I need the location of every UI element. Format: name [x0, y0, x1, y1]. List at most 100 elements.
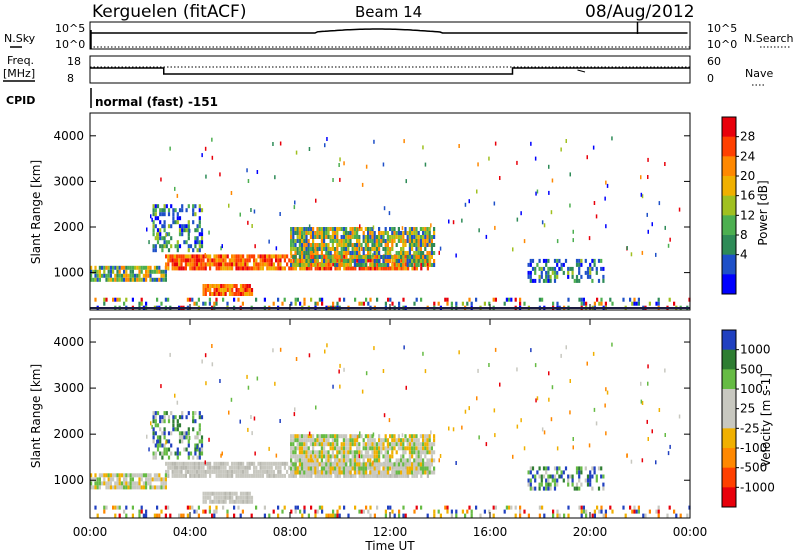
power-cell	[547, 278, 550, 283]
velocity-ylabel: Slant Range [km]	[29, 364, 43, 468]
power-cell	[475, 297, 478, 302]
velocity-cell	[182, 461, 185, 466]
power-cell	[362, 235, 365, 239]
velocity-cell	[569, 474, 572, 479]
power-cell	[198, 208, 201, 213]
velocity-cell	[397, 438, 400, 443]
power-cell	[296, 259, 299, 263]
power-cell	[384, 239, 387, 243]
velocity-cell	[415, 462, 418, 467]
power-cell	[338, 251, 341, 255]
power-cell	[384, 301, 387, 306]
velocity-cell	[299, 473, 302, 478]
power-cell	[426, 262, 429, 267]
velocity-cell	[375, 446, 378, 451]
velocity-cell	[159, 439, 162, 444]
velocity-cell	[169, 461, 172, 466]
power-cell	[107, 265, 110, 270]
power-cell	[183, 228, 186, 233]
power-cell	[248, 266, 251, 271]
power-cell	[365, 266, 368, 271]
power-speckle	[565, 139, 567, 143]
power-cell	[194, 240, 197, 245]
velocity-cell	[152, 431, 155, 436]
power-cell	[397, 227, 400, 231]
velocity-cell	[589, 474, 592, 479]
power-cell	[529, 262, 532, 267]
velocity-cell	[624, 513, 627, 518]
velocity-cell	[296, 458, 299, 463]
velocity-cell	[224, 465, 227, 470]
power-cell	[178, 208, 182, 213]
velocity-cell	[153, 485, 156, 490]
velocity-cell	[552, 513, 555, 518]
velocity-cell	[376, 469, 379, 474]
power-cell	[424, 231, 427, 235]
power-cell	[189, 297, 192, 302]
velocity-cell	[161, 431, 164, 436]
velocity-cell	[327, 434, 330, 439]
velocity-cell	[194, 419, 197, 424]
velocity-cell	[369, 458, 372, 463]
power-cell	[237, 266, 240, 271]
power-cell	[195, 258, 198, 263]
power-cell	[382, 266, 385, 271]
velocity-cell	[450, 513, 453, 518]
velocity-cell	[327, 450, 330, 455]
power-cell	[343, 297, 346, 302]
power-cell	[309, 259, 312, 263]
velocity-cell	[296, 466, 299, 471]
velocity-cell	[312, 461, 315, 466]
velocity-cell	[191, 473, 194, 478]
velocity-cell	[307, 470, 310, 475]
power-cell	[283, 266, 286, 271]
velocity-cell	[408, 462, 411, 467]
power-cell	[375, 239, 378, 243]
power-cell	[400, 263, 403, 267]
velocity-cell	[389, 466, 392, 471]
velocity-cell	[192, 411, 195, 416]
velocity-cell	[334, 461, 337, 466]
power-cell	[505, 297, 508, 302]
power-cell	[400, 239, 403, 243]
velocity-cell	[362, 509, 365, 514]
power-cell	[266, 258, 269, 263]
velocity-cell	[367, 473, 370, 478]
velocity-cell	[433, 513, 436, 518]
velocity-cell	[178, 451, 182, 456]
velocity-cell	[580, 505, 583, 510]
velocity-cell	[105, 481, 108, 486]
velocity-cell	[301, 434, 304, 439]
velocity-cell	[397, 466, 400, 471]
velocity-cell	[316, 469, 319, 474]
power-cell	[575, 278, 579, 283]
velocity-cell	[131, 485, 134, 490]
velocity-cell	[320, 458, 323, 463]
velocity-cell	[360, 470, 363, 475]
power-speckle	[430, 223, 432, 228]
velocity-cell	[325, 434, 328, 439]
power-cell	[373, 243, 376, 247]
power-speckle	[588, 236, 591, 241]
power-cell	[202, 262, 205, 267]
velocity-cell	[358, 434, 361, 439]
velocity-speckle	[478, 435, 480, 440]
power-speckle	[572, 238, 574, 243]
velocity-cell	[341, 465, 344, 470]
velocity-colorbar-label-0: 1000	[740, 343, 771, 357]
power-cell	[161, 248, 164, 253]
power-cell	[595, 266, 598, 271]
velocity-speckle	[664, 368, 666, 373]
velocity-cell	[336, 446, 339, 451]
velocity-cell	[384, 470, 387, 475]
power-speckle	[424, 162, 427, 167]
velocity-speckle	[494, 433, 496, 438]
velocity-cell	[347, 454, 350, 459]
power-cell	[586, 266, 590, 271]
power-cell	[202, 292, 205, 296]
power-cell	[114, 297, 117, 302]
power-cell	[159, 212, 162, 217]
power-cell	[597, 258, 601, 263]
power-speckle	[448, 219, 450, 224]
power-cell	[290, 231, 293, 235]
